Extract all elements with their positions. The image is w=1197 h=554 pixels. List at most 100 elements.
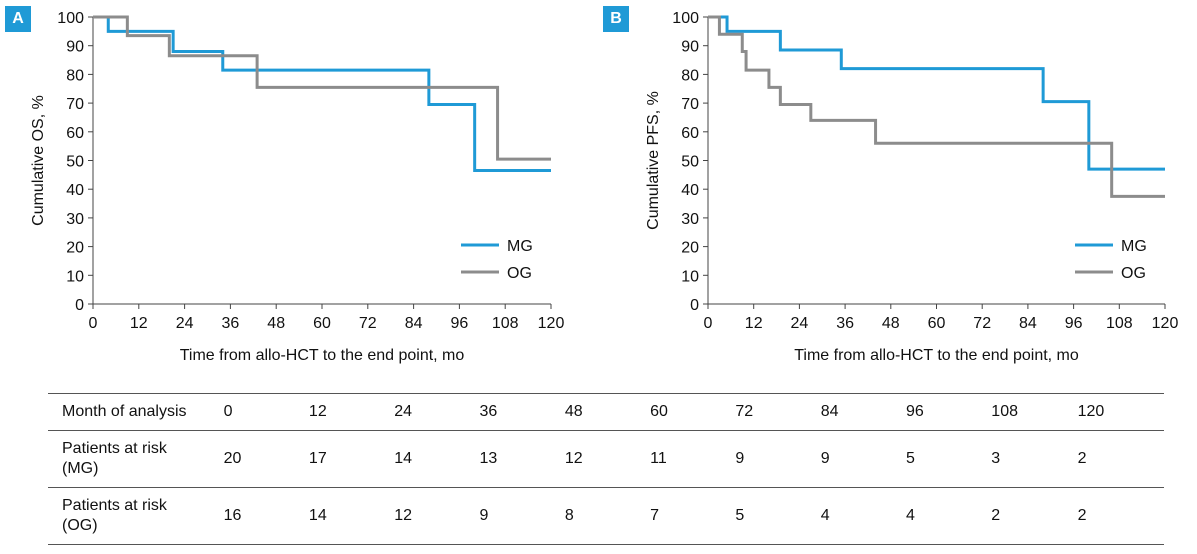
y-tick-label: 10: [681, 268, 699, 285]
table-row-mg: Patients at risk (MG) 20 17 14 13 12 11 9…: [48, 430, 1164, 488]
patients-at-risk-table: Month of analysis 0 12 24 36 48 60 72 84…: [48, 393, 1164, 545]
y-tick-label: 70: [681, 96, 699, 113]
panel-a-badge: A: [5, 6, 31, 32]
y-tick-label: 90: [681, 39, 699, 56]
x-tick-label: 120: [1152, 315, 1179, 332]
y-tick-label: 50: [66, 154, 84, 171]
x-tick-label: 12: [130, 315, 148, 332]
table-cell: 9: [735, 450, 745, 467]
x-tick-label: 12: [745, 315, 763, 332]
y-tick-label: 80: [681, 67, 699, 84]
y-tick-label: 0: [75, 297, 84, 314]
row-label-line1: Patients at risk: [62, 440, 167, 457]
table-cell: 4: [906, 507, 915, 524]
table-header-cell: 36: [479, 403, 498, 420]
row-label-line1: Patients at risk: [62, 497, 167, 514]
x-tick-label: 108: [1106, 315, 1133, 332]
chart-panel-b: 0 10 20 30 40 50 60 70 80 90 100 0 12 24 36 48 60 72 84 96 1…: [645, 10, 1178, 364]
panel-b-badge: B: [603, 6, 629, 32]
y-axis-label: Cumulative OS, %: [30, 95, 47, 226]
table-cell: 2: [1077, 507, 1087, 524]
y-tick-label: 40: [681, 182, 699, 199]
y-tick-label: 20: [66, 240, 84, 257]
y-tick-label: 30: [66, 211, 84, 228]
x-axis-label: Time from allo-HCT to the end point, mo: [180, 347, 465, 364]
table-cell: 12: [394, 507, 413, 524]
table-cell: 13: [479, 450, 498, 467]
table-cell: 4: [820, 507, 830, 524]
x-tick-label: 48: [267, 315, 285, 332]
x-tick-label: 108: [492, 315, 519, 332]
x-tick-label: 60: [313, 315, 331, 332]
x-tick-label: 0: [704, 315, 713, 332]
x-tick-label: 120: [538, 315, 565, 332]
y-tick-label: 60: [681, 125, 699, 142]
table-cell: 14: [394, 450, 413, 467]
x-axis-label: Time from allo-HCT to the end point, mo: [794, 347, 1079, 364]
table-cell: 12: [564, 450, 583, 467]
y-tick-label: 10: [66, 268, 84, 285]
x-tick-label: 60: [928, 315, 946, 332]
table-header-cell: 96: [906, 403, 924, 420]
table-header-cell: 60: [650, 403, 668, 420]
y-tick-label: 60: [66, 125, 84, 142]
series-line-og: [93, 15, 551, 161]
table-cell: 5: [906, 450, 915, 467]
legend-label-mg: MG: [1121, 238, 1147, 255]
table-header-cell: 12: [308, 403, 327, 420]
chart-panel-a: 0 10 20 30 40 50 60 70 80 90 100 0 12 24 36 48 60 72 84 96 1…: [30, 10, 564, 364]
table-cell: 3: [991, 450, 1001, 467]
table-row-og: Patients at risk (OG) 16 14 12 9 8 7 5 4 …: [48, 487, 1164, 545]
x-tick-label: 72: [359, 315, 377, 332]
y-tick-label: 40: [66, 182, 84, 199]
table-cell: 17: [308, 450, 327, 467]
table-cell: 9: [479, 507, 489, 524]
x-tick-label: 36: [222, 315, 240, 332]
table-header-cell: 84: [820, 403, 839, 420]
table-header-cell: 24: [394, 403, 413, 420]
table-header-cell: 48: [564, 403, 583, 420]
legend-label-mg: MG: [507, 238, 533, 255]
table-cell: 16: [223, 507, 242, 524]
table-cell: 14: [308, 507, 327, 524]
x-tick-label: 96: [451, 315, 469, 332]
y-tick-label: 100: [57, 10, 84, 27]
table-cell: 20: [223, 450, 242, 467]
table-cell: 7: [650, 507, 660, 524]
table-cell: 5: [735, 507, 745, 524]
table-cell: 11: [650, 450, 667, 467]
table-cell: 2: [991, 507, 1001, 524]
row-label-mg: Patients at risk (MG): [48, 431, 224, 488]
table-cell: 2: [1077, 450, 1087, 467]
y-tick-label: 0: [690, 297, 699, 314]
table-header-cell: 0: [223, 403, 233, 420]
x-tick-label: 84: [405, 315, 423, 332]
x-tick-label: 24: [176, 315, 194, 332]
y-tick-label: 20: [681, 240, 699, 257]
table-header-row: Month of analysis 0 12 24 36 48 60 72 84…: [48, 393, 1164, 431]
y-tick-label: 90: [66, 39, 84, 56]
series-line-mg: [708, 15, 1165, 171]
y-tick-label: 50: [681, 154, 699, 171]
x-tick-label: 0: [89, 315, 98, 332]
y-tick-label: 80: [66, 67, 84, 84]
table-header-cell: 108: [991, 403, 1018, 420]
y-tick-label: 30: [681, 211, 699, 228]
series-line-og: [708, 15, 1165, 198]
x-tick-label: 36: [836, 315, 854, 332]
x-tick-label: 96: [1065, 315, 1083, 332]
y-axis-label: Cumulative PFS, %: [645, 91, 662, 230]
table-cell: 9: [820, 450, 830, 467]
month-of-analysis-label: Month of analysis: [62, 403, 187, 420]
table-cell: 8: [564, 507, 574, 524]
row-label-line2: (MG): [62, 460, 99, 477]
x-tick-label: 24: [791, 315, 809, 332]
x-tick-label: 84: [1019, 315, 1037, 332]
y-tick-label: 70: [66, 96, 84, 113]
legend-label-og: OG: [507, 265, 532, 282]
table-header-cell: 120: [1077, 403, 1105, 420]
row-label-line2: (OG): [62, 517, 98, 534]
table-header-cell: 72: [735, 403, 754, 420]
row-label-og: Patients at risk (OG): [48, 488, 224, 545]
